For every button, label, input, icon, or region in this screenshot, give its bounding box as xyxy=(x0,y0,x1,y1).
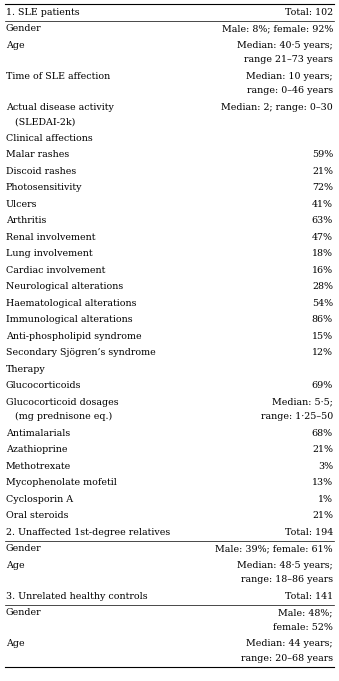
Text: Immunological alterations: Immunological alterations xyxy=(6,315,133,324)
Text: female: 52%: female: 52% xyxy=(273,622,333,632)
Text: Age: Age xyxy=(6,639,25,648)
Text: 12%: 12% xyxy=(312,348,333,358)
Text: Age: Age xyxy=(6,560,25,570)
Text: Therapy: Therapy xyxy=(6,365,46,374)
Text: 21%: 21% xyxy=(312,511,333,520)
Text: range: 20–68 years: range: 20–68 years xyxy=(241,654,333,663)
Text: Photosensitivity: Photosensitivity xyxy=(6,183,82,192)
Text: 28%: 28% xyxy=(312,282,333,291)
Text: Time of SLE affection: Time of SLE affection xyxy=(6,72,110,81)
Text: Median: 5·5;: Median: 5·5; xyxy=(272,398,333,407)
Text: range: 1·25–50: range: 1·25–50 xyxy=(261,412,333,422)
Text: Renal involvement: Renal involvement xyxy=(6,233,96,242)
Text: Methotrexate: Methotrexate xyxy=(6,462,71,471)
Text: Glucocorticoids: Glucocorticoids xyxy=(6,381,81,390)
Text: Cardiac involvement: Cardiac involvement xyxy=(6,266,105,274)
Text: Actual disease activity: Actual disease activity xyxy=(6,103,114,112)
Text: 16%: 16% xyxy=(312,266,333,274)
Text: 86%: 86% xyxy=(312,315,333,324)
Text: Male: 8%; female: 92%: Male: 8%; female: 92% xyxy=(222,25,333,33)
Text: Clinical affections: Clinical affections xyxy=(6,133,93,143)
Text: 15%: 15% xyxy=(312,332,333,340)
Text: 3%: 3% xyxy=(318,462,333,471)
Text: Male: 39%; female: 61%: Male: 39%; female: 61% xyxy=(215,544,333,553)
Text: Gender: Gender xyxy=(6,25,42,33)
Text: Total: 102: Total: 102 xyxy=(285,7,333,17)
Text: Age: Age xyxy=(6,41,25,50)
Text: Haematological alterations: Haematological alterations xyxy=(6,299,137,308)
Text: 68%: 68% xyxy=(312,429,333,438)
Text: Gender: Gender xyxy=(6,544,42,553)
Text: Antimalarials: Antimalarials xyxy=(6,429,70,438)
Text: Arthritis: Arthritis xyxy=(6,217,46,225)
Text: Lung involvement: Lung involvement xyxy=(6,249,93,258)
Text: Median: 10 years;: Median: 10 years; xyxy=(246,72,333,81)
Text: Male: 48%;: Male: 48%; xyxy=(279,608,333,617)
Text: Glucocorticoid dosages: Glucocorticoid dosages xyxy=(6,398,119,407)
Text: 13%: 13% xyxy=(312,478,333,487)
Text: 21%: 21% xyxy=(312,445,333,454)
Text: Cyclosporin A: Cyclosporin A xyxy=(6,495,73,504)
Text: 2. Unaffected 1st-degree relatives: 2. Unaffected 1st-degree relatives xyxy=(6,528,170,537)
Text: 3. Unrelated healthy controls: 3. Unrelated healthy controls xyxy=(6,592,147,601)
Text: Azathioprine: Azathioprine xyxy=(6,445,67,454)
Text: range: 0–46 years: range: 0–46 years xyxy=(247,86,333,95)
Text: Total: 194: Total: 194 xyxy=(285,528,333,537)
Text: (SLEDAI-2k): (SLEDAI-2k) xyxy=(6,117,75,126)
Text: Anti-phospholipid syndrome: Anti-phospholipid syndrome xyxy=(6,332,142,340)
Text: 72%: 72% xyxy=(312,183,333,192)
Text: Gender: Gender xyxy=(6,608,42,617)
Text: range 21–73 years: range 21–73 years xyxy=(244,55,333,64)
Text: Median: 44 years;: Median: 44 years; xyxy=(246,639,333,648)
Text: 18%: 18% xyxy=(312,249,333,258)
Text: 59%: 59% xyxy=(312,151,333,159)
Text: range: 18–86 years: range: 18–86 years xyxy=(241,575,333,584)
Text: 54%: 54% xyxy=(312,299,333,308)
Text: Mycophenolate mofetil: Mycophenolate mofetil xyxy=(6,478,117,487)
Text: (mg prednisone eq.): (mg prednisone eq.) xyxy=(6,412,112,422)
Text: 21%: 21% xyxy=(312,167,333,176)
Text: Total: 141: Total: 141 xyxy=(285,592,333,601)
Text: Oral steroids: Oral steroids xyxy=(6,511,68,520)
Text: Malar rashes: Malar rashes xyxy=(6,151,69,159)
Text: Secondary Sjögren’s syndrome: Secondary Sjögren’s syndrome xyxy=(6,348,156,358)
Text: Ulcers: Ulcers xyxy=(6,200,38,209)
Text: Median: 2; range: 0–30: Median: 2; range: 0–30 xyxy=(221,103,333,112)
Text: Neurological alterations: Neurological alterations xyxy=(6,282,123,291)
Text: 47%: 47% xyxy=(312,233,333,242)
Text: 1. SLE patients: 1. SLE patients xyxy=(6,7,80,17)
Text: 41%: 41% xyxy=(312,200,333,209)
Text: Discoid rashes: Discoid rashes xyxy=(6,167,76,176)
Text: 69%: 69% xyxy=(312,381,333,390)
Text: 63%: 63% xyxy=(312,217,333,225)
Text: Median: 40·5 years;: Median: 40·5 years; xyxy=(237,41,333,50)
Text: Median: 48·5 years;: Median: 48·5 years; xyxy=(237,560,333,570)
Text: 1%: 1% xyxy=(318,495,333,504)
